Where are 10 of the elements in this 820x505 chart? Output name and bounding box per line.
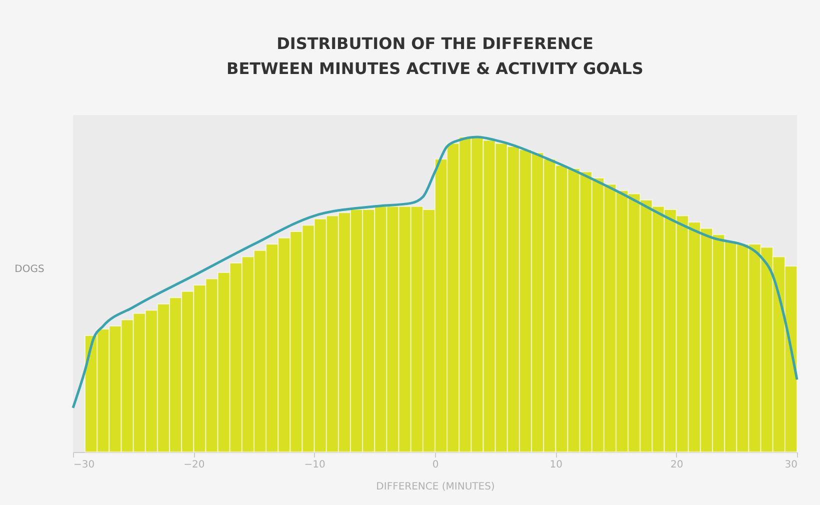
x-axis-title: DIFFERENCE (MINUTES)	[376, 482, 495, 492]
x-tick-label: 20	[670, 460, 684, 470]
x-tick-label: −10	[304, 460, 326, 470]
x-tick-label: −30	[74, 460, 95, 470]
y-axis-title: DOGS	[14, 264, 44, 275]
x-tick-label: 0	[432, 460, 439, 470]
x-tick-label: 10	[550, 460, 563, 470]
chart-title: DISTRIBUTION OF THE DIFFERENCE BETWEEN MINUTES ACTIVE & ACTIVITY GOALS	[226, 34, 644, 78]
x-tick-label: 30	[784, 460, 798, 470]
x-tick-label: −20	[184, 460, 205, 470]
